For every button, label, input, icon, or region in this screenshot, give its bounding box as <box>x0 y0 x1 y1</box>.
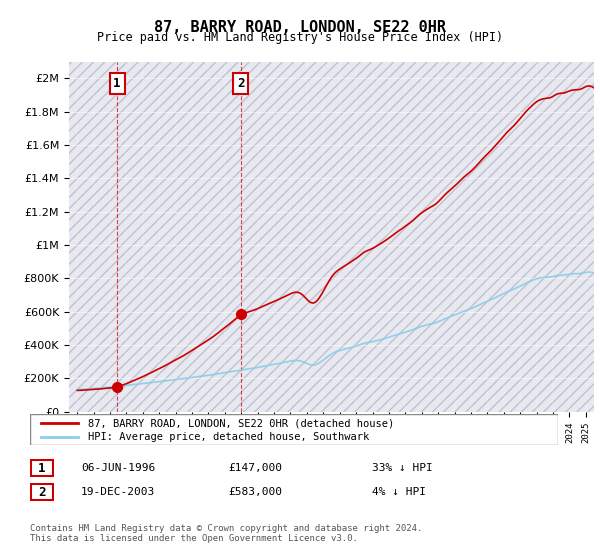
Text: 87, BARRY ROAD, LONDON, SE22 0HR: 87, BARRY ROAD, LONDON, SE22 0HR <box>154 20 446 35</box>
Text: £583,000: £583,000 <box>228 487 282 497</box>
Text: 19-DEC-2003: 19-DEC-2003 <box>81 487 155 497</box>
FancyBboxPatch shape <box>31 484 53 500</box>
Text: 06-JUN-1996: 06-JUN-1996 <box>81 463 155 473</box>
Text: Price paid vs. HM Land Registry's House Price Index (HPI): Price paid vs. HM Land Registry's House … <box>97 31 503 44</box>
Text: HPI: Average price, detached house, Southwark: HPI: Average price, detached house, Sout… <box>88 432 370 442</box>
Text: 1: 1 <box>113 77 121 90</box>
Text: 1: 1 <box>38 461 46 475</box>
Text: 4% ↓ HPI: 4% ↓ HPI <box>372 487 426 497</box>
Text: 2: 2 <box>237 77 245 90</box>
Text: 33% ↓ HPI: 33% ↓ HPI <box>372 463 433 473</box>
Text: £147,000: £147,000 <box>228 463 282 473</box>
Text: 87, BARRY ROAD, LONDON, SE22 0HR (detached house): 87, BARRY ROAD, LONDON, SE22 0HR (detach… <box>88 418 394 428</box>
Text: Contains HM Land Registry data © Crown copyright and database right 2024.
This d: Contains HM Land Registry data © Crown c… <box>30 524 422 543</box>
FancyBboxPatch shape <box>30 414 558 445</box>
Text: 2: 2 <box>38 486 46 499</box>
FancyBboxPatch shape <box>31 460 53 476</box>
